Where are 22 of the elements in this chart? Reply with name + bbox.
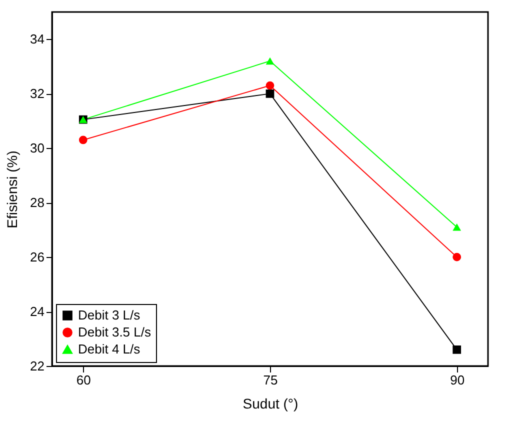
x-axis-title: Sudut (°) (242, 396, 298, 412)
point (266, 57, 274, 65)
y-axis-title: Efisiensi (%) (4, 150, 20, 228)
legend-label: Debit 4 L/s (78, 342, 141, 356)
point (266, 81, 274, 90)
y-tick-label: 30 (30, 140, 44, 156)
x-tick-label: 60 (76, 372, 91, 388)
legend-label: Debit 3 L/s (78, 308, 141, 322)
point (452, 345, 462, 354)
point (266, 90, 274, 98)
y-tick-label: 24 (30, 304, 44, 320)
y-tick-label: 22 (30, 358, 44, 374)
y-tick-label: 32 (30, 86, 44, 102)
y-tick-label: 28 (30, 195, 44, 210)
x-tick-label: 90 (450, 372, 465, 388)
point (78, 136, 88, 144)
y-tick-label: 26 (30, 250, 44, 265)
x-tick-label: 75 (263, 372, 278, 388)
legend-label: Debit 3.5 L/s (78, 324, 152, 340)
y-tick-label: 34 (30, 32, 44, 47)
point (452, 224, 462, 231)
point (452, 252, 462, 262)
